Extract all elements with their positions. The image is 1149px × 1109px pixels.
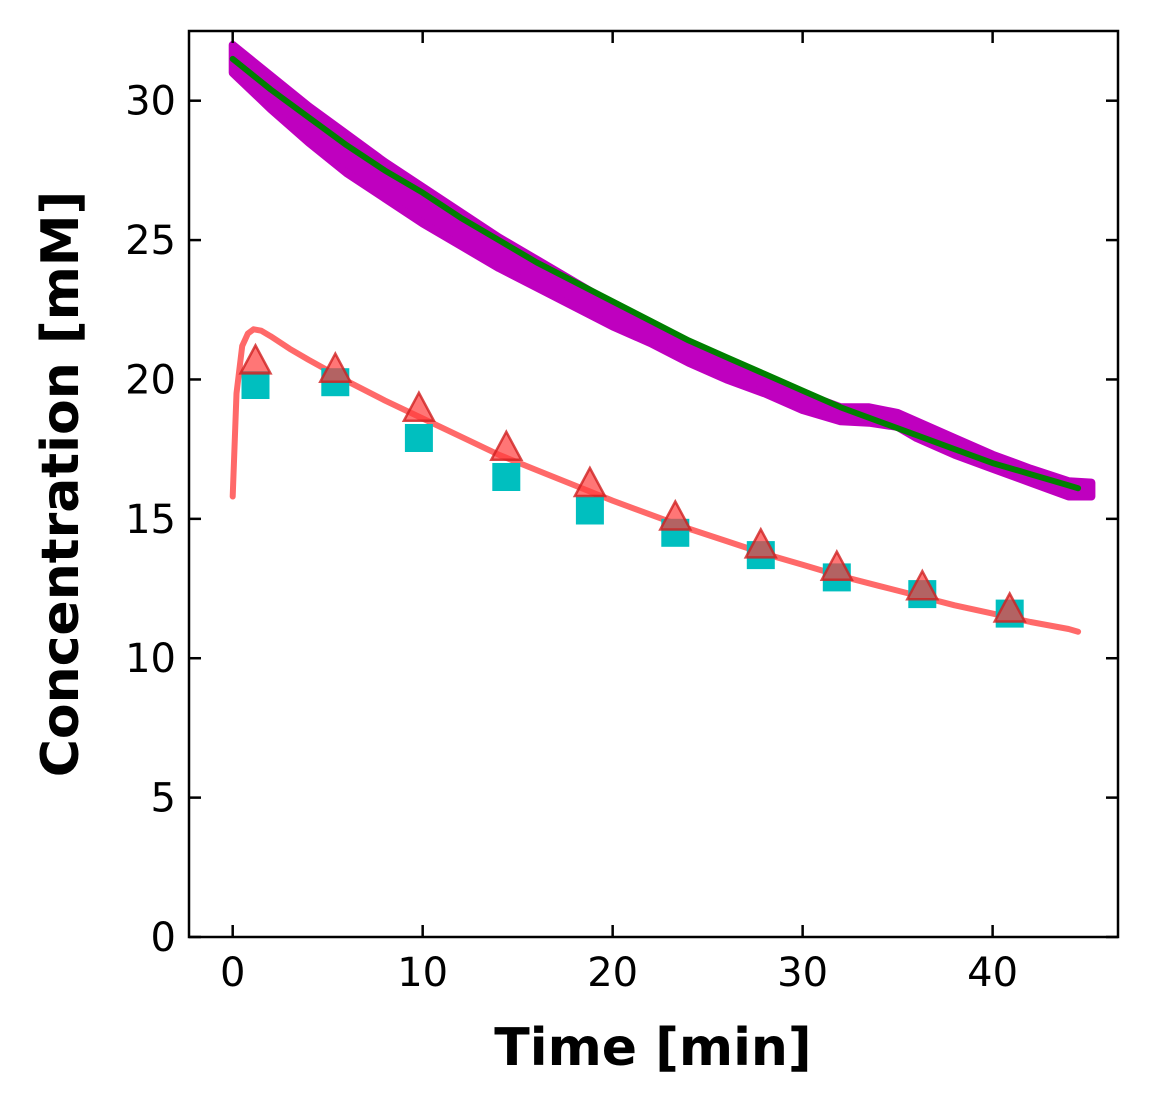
y-tick-label: 30: [125, 79, 176, 125]
series-1-line: [229, 55, 1082, 492]
x-tick-label: 30: [777, 950, 828, 996]
series-3-point: [575, 496, 604, 525]
ticks: 0 10 20 30 40 0 5 10 15 20 25 30: [125, 31, 1118, 996]
series-4-point: [238, 342, 273, 375]
series-4-point: [819, 549, 854, 581]
series-4-point: [401, 390, 436, 423]
y-tick-label: 15: [125, 497, 176, 543]
series-4-point: [905, 568, 940, 601]
series-3-point: [404, 424, 433, 452]
plot-content: [228, 40, 1096, 635]
series-0-band: [228, 40, 1096, 501]
series-4-point: [743, 526, 778, 559]
series-2-line: [229, 326, 1082, 635]
plot-frame: [187, 29, 1120, 939]
x-tick-label: 40: [967, 950, 1018, 996]
series-4-point: [572, 465, 607, 498]
series-4-point: [318, 351, 353, 383]
y-tick-label: 25: [125, 218, 176, 264]
series-4-point: [992, 590, 1027, 623]
y-axis-label: Concentration [mM]: [31, 191, 91, 778]
series-3-point: [492, 463, 521, 491]
y-tick-label: 20: [125, 357, 176, 403]
y-tick-label: 10: [125, 636, 176, 682]
x-tick-label: 10: [397, 950, 448, 996]
x-tick-label: 0: [220, 950, 245, 996]
x-tick-label: 20: [587, 950, 638, 996]
series-3-point: [241, 371, 270, 399]
y-tick-label: 0: [151, 915, 176, 961]
series-4-point: [658, 498, 693, 531]
series-4-point: [489, 429, 524, 462]
x-axis-label: Time [min]: [494, 1018, 811, 1078]
y-tick-label: 5: [151, 776, 176, 822]
